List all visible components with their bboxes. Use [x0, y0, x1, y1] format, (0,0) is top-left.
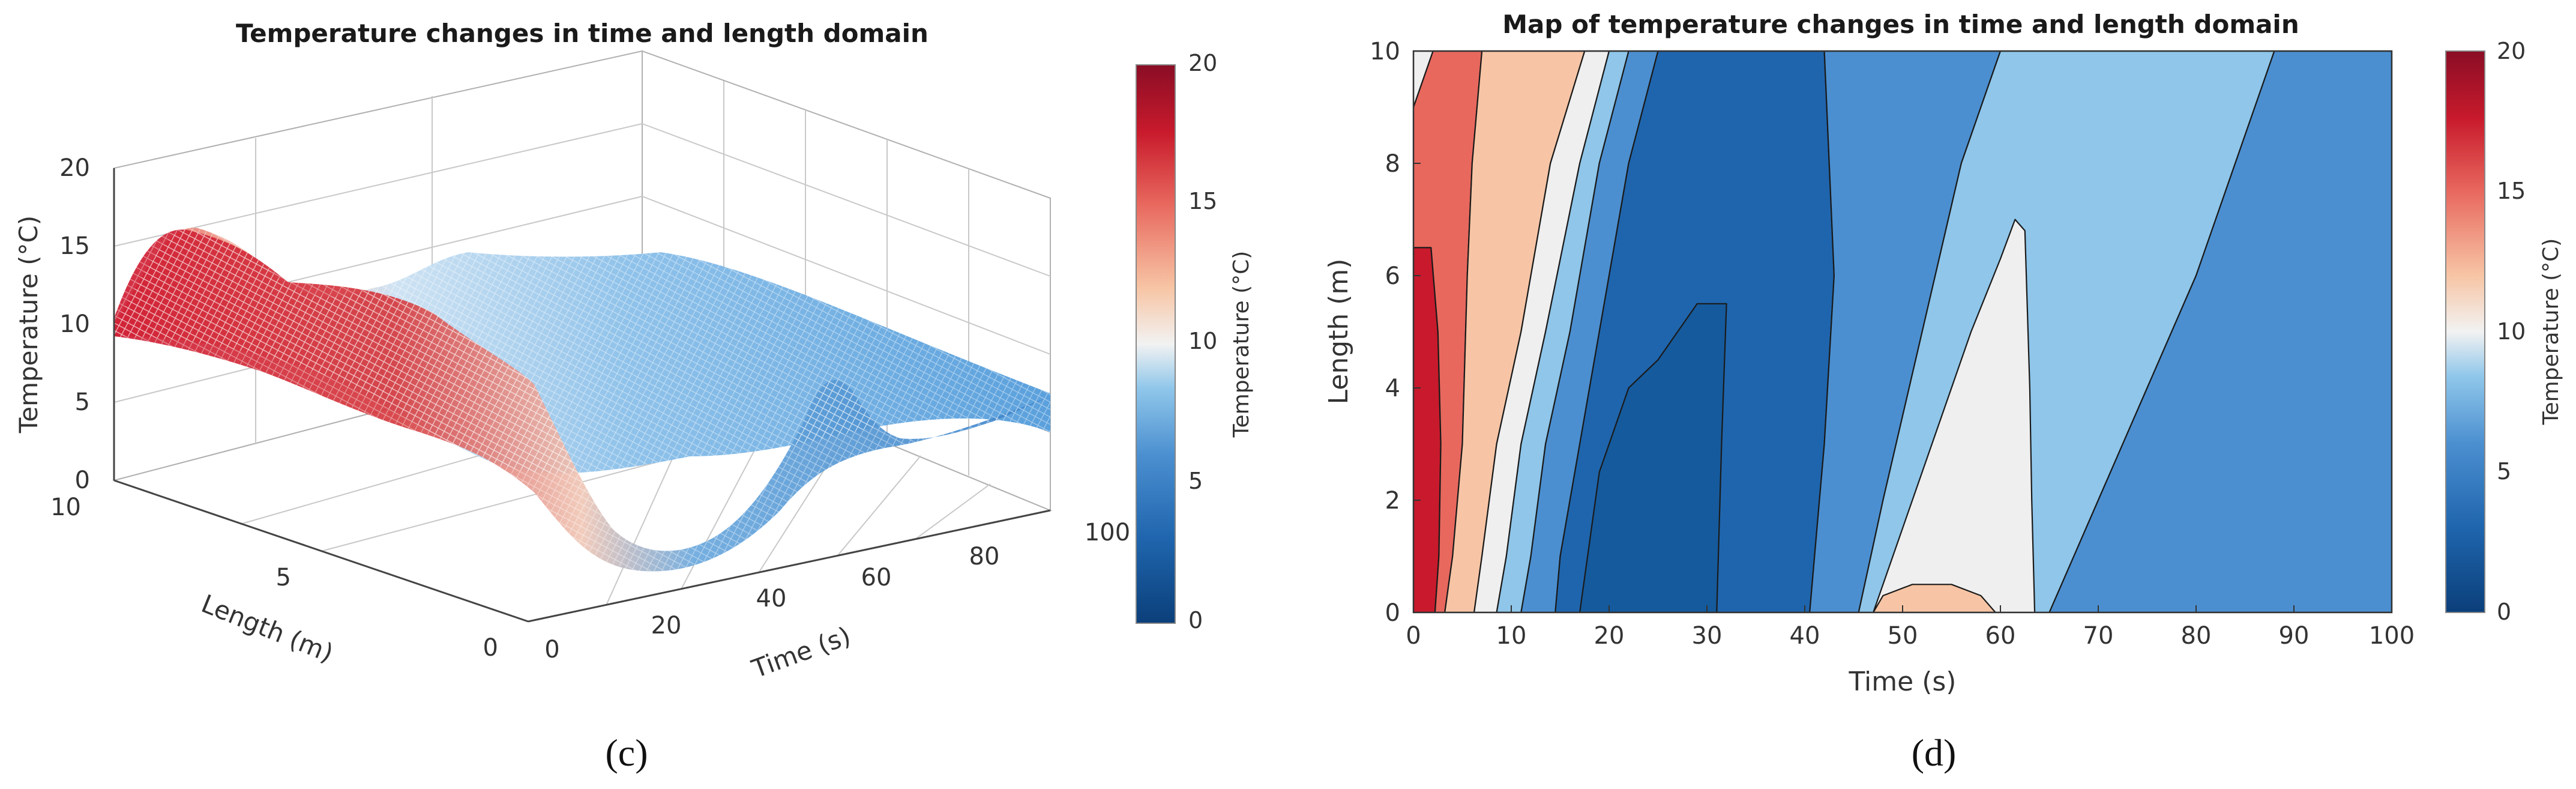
y-tick-label: 0: [1385, 599, 1400, 627]
x-tick: 40: [756, 585, 787, 612]
contour-region-14: [2048, 51, 2392, 612]
colorbar-gradient: [2445, 50, 2485, 613]
chart-d-x-ticks: 0 10 20 30 40 50 60 70 80 90 100: [1406, 605, 2415, 650]
chart-d-title: Map of temperature changes in time and l…: [1502, 10, 2299, 39]
colorbar-tick: 0: [1188, 607, 1203, 633]
chart-d-x-label: Time (s): [1849, 667, 1957, 697]
x-tick: 0: [544, 636, 559, 664]
contour-regions: [1413, 51, 2392, 612]
x-tick-label: 0: [1406, 622, 1421, 650]
chart-c-colorbar: 0 5 10 15 20 Temperature (°C): [1136, 50, 1254, 633]
chart-c-z-ticks: 0 5 10 15 20: [59, 154, 90, 494]
colorbar-tick: 20: [1188, 50, 1217, 76]
chart-c-title: Temperature changes in time and length d…: [236, 19, 928, 48]
contour-region-12: [1873, 219, 2036, 612]
x-tick-label: 80: [2181, 622, 2212, 650]
chart-c-y-label: Length (m): [197, 588, 337, 668]
panel-label-c: (c): [605, 731, 648, 774]
chart-c-x-ticks: 0 20 40 60 80 100: [544, 519, 1130, 664]
chart-c-z-label: Temperature (°C): [14, 216, 43, 434]
chart-d-colorbar: 0 5 10 15 20 Temperature (°C): [2445, 38, 2563, 625]
colorbar-tick: 5: [2497, 458, 2511, 485]
y-tick-label: 6: [1385, 262, 1400, 290]
y-tick-label: 2: [1385, 487, 1400, 515]
x-tick: 20: [651, 612, 682, 639]
colorbar-tick: 20: [2497, 38, 2526, 64]
chart-c-surface: [114, 228, 1050, 572]
chart-c-x-label: Time (s): [747, 621, 854, 684]
panel-d-contour-chart: Map of temperature changes in time and l…: [1323, 10, 2563, 774]
z-tick: 15: [59, 232, 90, 260]
z-tick: 5: [75, 388, 90, 416]
contour-region-13: [1873, 584, 1996, 612]
y-tick-label: 10: [1370, 38, 1400, 65]
colorbar-tick: 0: [2497, 599, 2511, 625]
colorbar-tick: 15: [2497, 178, 2526, 204]
x-tick-label: 50: [1888, 622, 1918, 650]
y-tick-label: 8: [1385, 150, 1400, 178]
x-tick-label: 70: [2083, 622, 2114, 650]
chart-c-axis-lines: [113, 168, 1051, 623]
y-tick: 10: [50, 494, 81, 521]
z-tick: 10: [59, 310, 90, 338]
x-tick-label: 10: [1496, 622, 1527, 650]
colorbar-tick: 15: [1188, 188, 1217, 214]
surface-mesh-overlay-far: [114, 228, 1050, 474]
x-tick-label: 20: [1594, 622, 1625, 650]
x-tick-label: 100: [2369, 622, 2415, 650]
colorbar-gradient: [1136, 64, 1176, 624]
x-tick-label: 60: [1985, 622, 2016, 650]
contour-region-4: [1413, 51, 1434, 108]
x-tick-label: 90: [2279, 622, 2310, 650]
y-tick: 0: [483, 634, 498, 662]
chart-d-y-label: Length (m): [1323, 259, 1354, 405]
colorbar-label: Temperature (°C): [2539, 238, 2563, 426]
panel-c-surface-chart: Temperature changes in time and length d…: [14, 19, 1254, 774]
chart-d-y-ticks: 0 2 4 6 8 10: [1370, 38, 1421, 627]
colorbar-tick: 10: [2497, 318, 2526, 345]
colorbar-label: Temperature (°C): [1229, 251, 1254, 438]
panel-label-d: (d): [1912, 731, 1957, 774]
colorbar-tick: 10: [1188, 328, 1217, 354]
x-tick: 60: [861, 564, 892, 591]
colorbar-tick: 5: [1188, 468, 1203, 494]
chart-c-y-ticks: 10 5 0: [50, 494, 498, 662]
z-tick: 0: [75, 467, 90, 494]
x-tick: 100: [1085, 519, 1130, 546]
y-tick: 5: [276, 564, 291, 591]
x-tick-label: 40: [1790, 622, 1820, 650]
x-tick-label: 30: [1692, 622, 1723, 650]
x-tick: 80: [969, 543, 1000, 570]
contour-region-9: [1579, 303, 1727, 612]
z-tick: 20: [59, 154, 90, 182]
y-tick-label: 4: [1385, 375, 1400, 402]
